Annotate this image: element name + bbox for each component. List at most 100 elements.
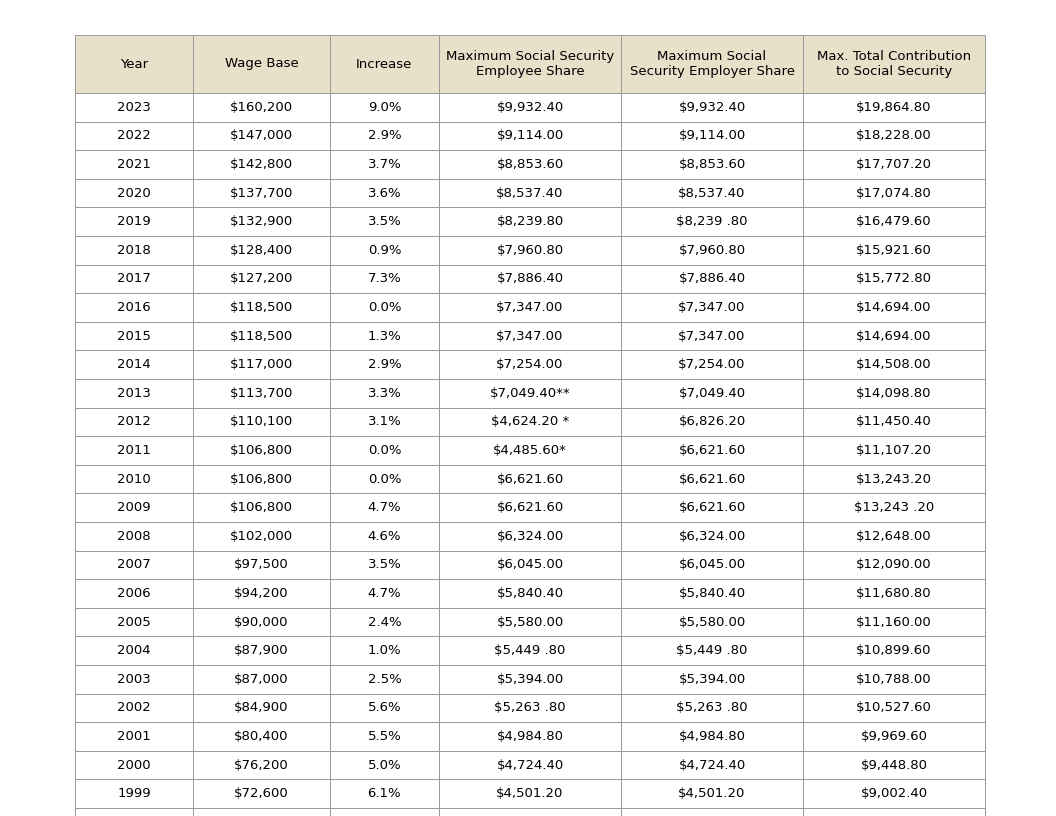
Text: 2018: 2018 [117,244,151,257]
Bar [329,694,439,722]
Text: $14,694.00: $14,694.00 [856,330,931,343]
Text: $9,969.60: $9,969.60 [861,730,927,743]
Text: $14,098.80: $14,098.80 [856,387,931,400]
Text: $5,840.40: $5,840.40 [678,587,746,600]
Text: 2011: 2011 [117,444,151,457]
Text: $7,886.40: $7,886.40 [496,273,564,286]
Bar [621,465,803,494]
Text: $9,932.40: $9,932.40 [496,101,564,113]
Text: $5,263 .80: $5,263 .80 [676,702,748,714]
Bar [439,665,621,694]
Bar [193,236,329,264]
Text: $94,200: $94,200 [234,587,289,600]
Text: 2021: 2021 [117,158,151,171]
Text: 2.5%: 2.5% [367,673,401,685]
Text: 0.0%: 0.0% [367,301,401,314]
Text: $128,400: $128,400 [230,244,294,257]
Bar [193,694,329,722]
Bar [439,608,621,636]
Bar [329,236,439,264]
Text: $5,449 .80: $5,449 .80 [676,644,748,657]
Text: $5,449 .80: $5,449 .80 [494,644,566,657]
Text: $6,621.60: $6,621.60 [678,501,746,514]
Text: 2.4%: 2.4% [367,615,401,628]
Bar [439,636,621,665]
Bar [439,150,621,179]
Text: $15,921.60: $15,921.60 [856,244,932,257]
Text: $7,886.40: $7,886.40 [678,273,746,286]
Text: $5,394.00: $5,394.00 [496,673,564,685]
Bar [621,207,803,236]
Bar [329,350,439,379]
Bar [439,694,621,722]
Text: $118,500: $118,500 [230,301,294,314]
Bar [329,408,439,437]
Bar [439,322,621,350]
Bar [803,722,985,751]
Bar [803,350,985,379]
Bar [439,779,621,808]
Text: 2002: 2002 [117,702,151,714]
Text: $8,239 .80: $8,239 .80 [676,215,748,228]
Bar [329,322,439,350]
Bar [621,150,803,179]
Text: $5,840.40: $5,840.40 [496,587,564,600]
Text: $106,800: $106,800 [230,444,294,457]
Text: $6,045.00: $6,045.00 [496,558,564,571]
Text: 2013: 2013 [117,387,151,400]
Bar [75,207,193,236]
Bar [193,465,329,494]
Bar [329,437,439,465]
Bar [193,779,329,808]
Text: $87,000: $87,000 [234,673,289,685]
Text: $7,049.40**: $7,049.40** [490,387,570,400]
Text: 6.1%: 6.1% [367,787,401,800]
Text: $7,347.00: $7,347.00 [678,301,746,314]
Text: $9,114.00: $9,114.00 [496,130,564,143]
Bar [621,408,803,437]
Text: $4,501.20: $4,501.20 [496,787,564,800]
Bar [439,408,621,437]
Text: 2016: 2016 [117,301,151,314]
Bar [75,522,193,551]
Text: $72,600: $72,600 [234,787,289,800]
Bar [439,437,621,465]
Text: 0.0%: 0.0% [367,472,401,486]
Text: $17,707.20: $17,707.20 [856,158,932,171]
Bar [193,522,329,551]
Text: $11,680.80: $11,680.80 [856,587,931,600]
Bar [329,722,439,751]
Bar [439,179,621,207]
Text: $17,074.80: $17,074.80 [856,187,931,200]
Text: $97,500: $97,500 [234,558,289,571]
Text: $113,700: $113,700 [230,387,294,400]
Bar [803,494,985,522]
Bar [439,236,621,264]
Bar [621,665,803,694]
Text: $8,853.60: $8,853.60 [678,158,746,171]
Bar [329,636,439,665]
Bar [439,350,621,379]
Text: $10,527.60: $10,527.60 [856,702,932,714]
Text: $9,448.80: $9,448.80 [861,759,927,772]
Bar [621,494,803,522]
Text: $90,000: $90,000 [234,615,288,628]
Text: Maximum Social Security
Employee Share: Maximum Social Security Employee Share [446,50,615,78]
Bar [439,722,621,751]
Bar [329,551,439,579]
Text: $11,160.00: $11,160.00 [856,615,931,628]
Text: $5,580.00: $5,580.00 [496,615,564,628]
Bar [803,408,985,437]
Bar [193,636,329,665]
Bar [439,122,621,150]
Bar [621,322,803,350]
Text: 3.5%: 3.5% [367,558,401,571]
Bar [75,465,193,494]
Text: $160,200: $160,200 [230,101,294,113]
Bar [439,551,621,579]
Text: $8,537.40: $8,537.40 [678,187,746,200]
Bar [439,93,621,122]
Text: $10,788.00: $10,788.00 [856,673,931,685]
Text: $7,254.00: $7,254.00 [678,358,746,371]
Text: Increase: Increase [356,57,413,70]
